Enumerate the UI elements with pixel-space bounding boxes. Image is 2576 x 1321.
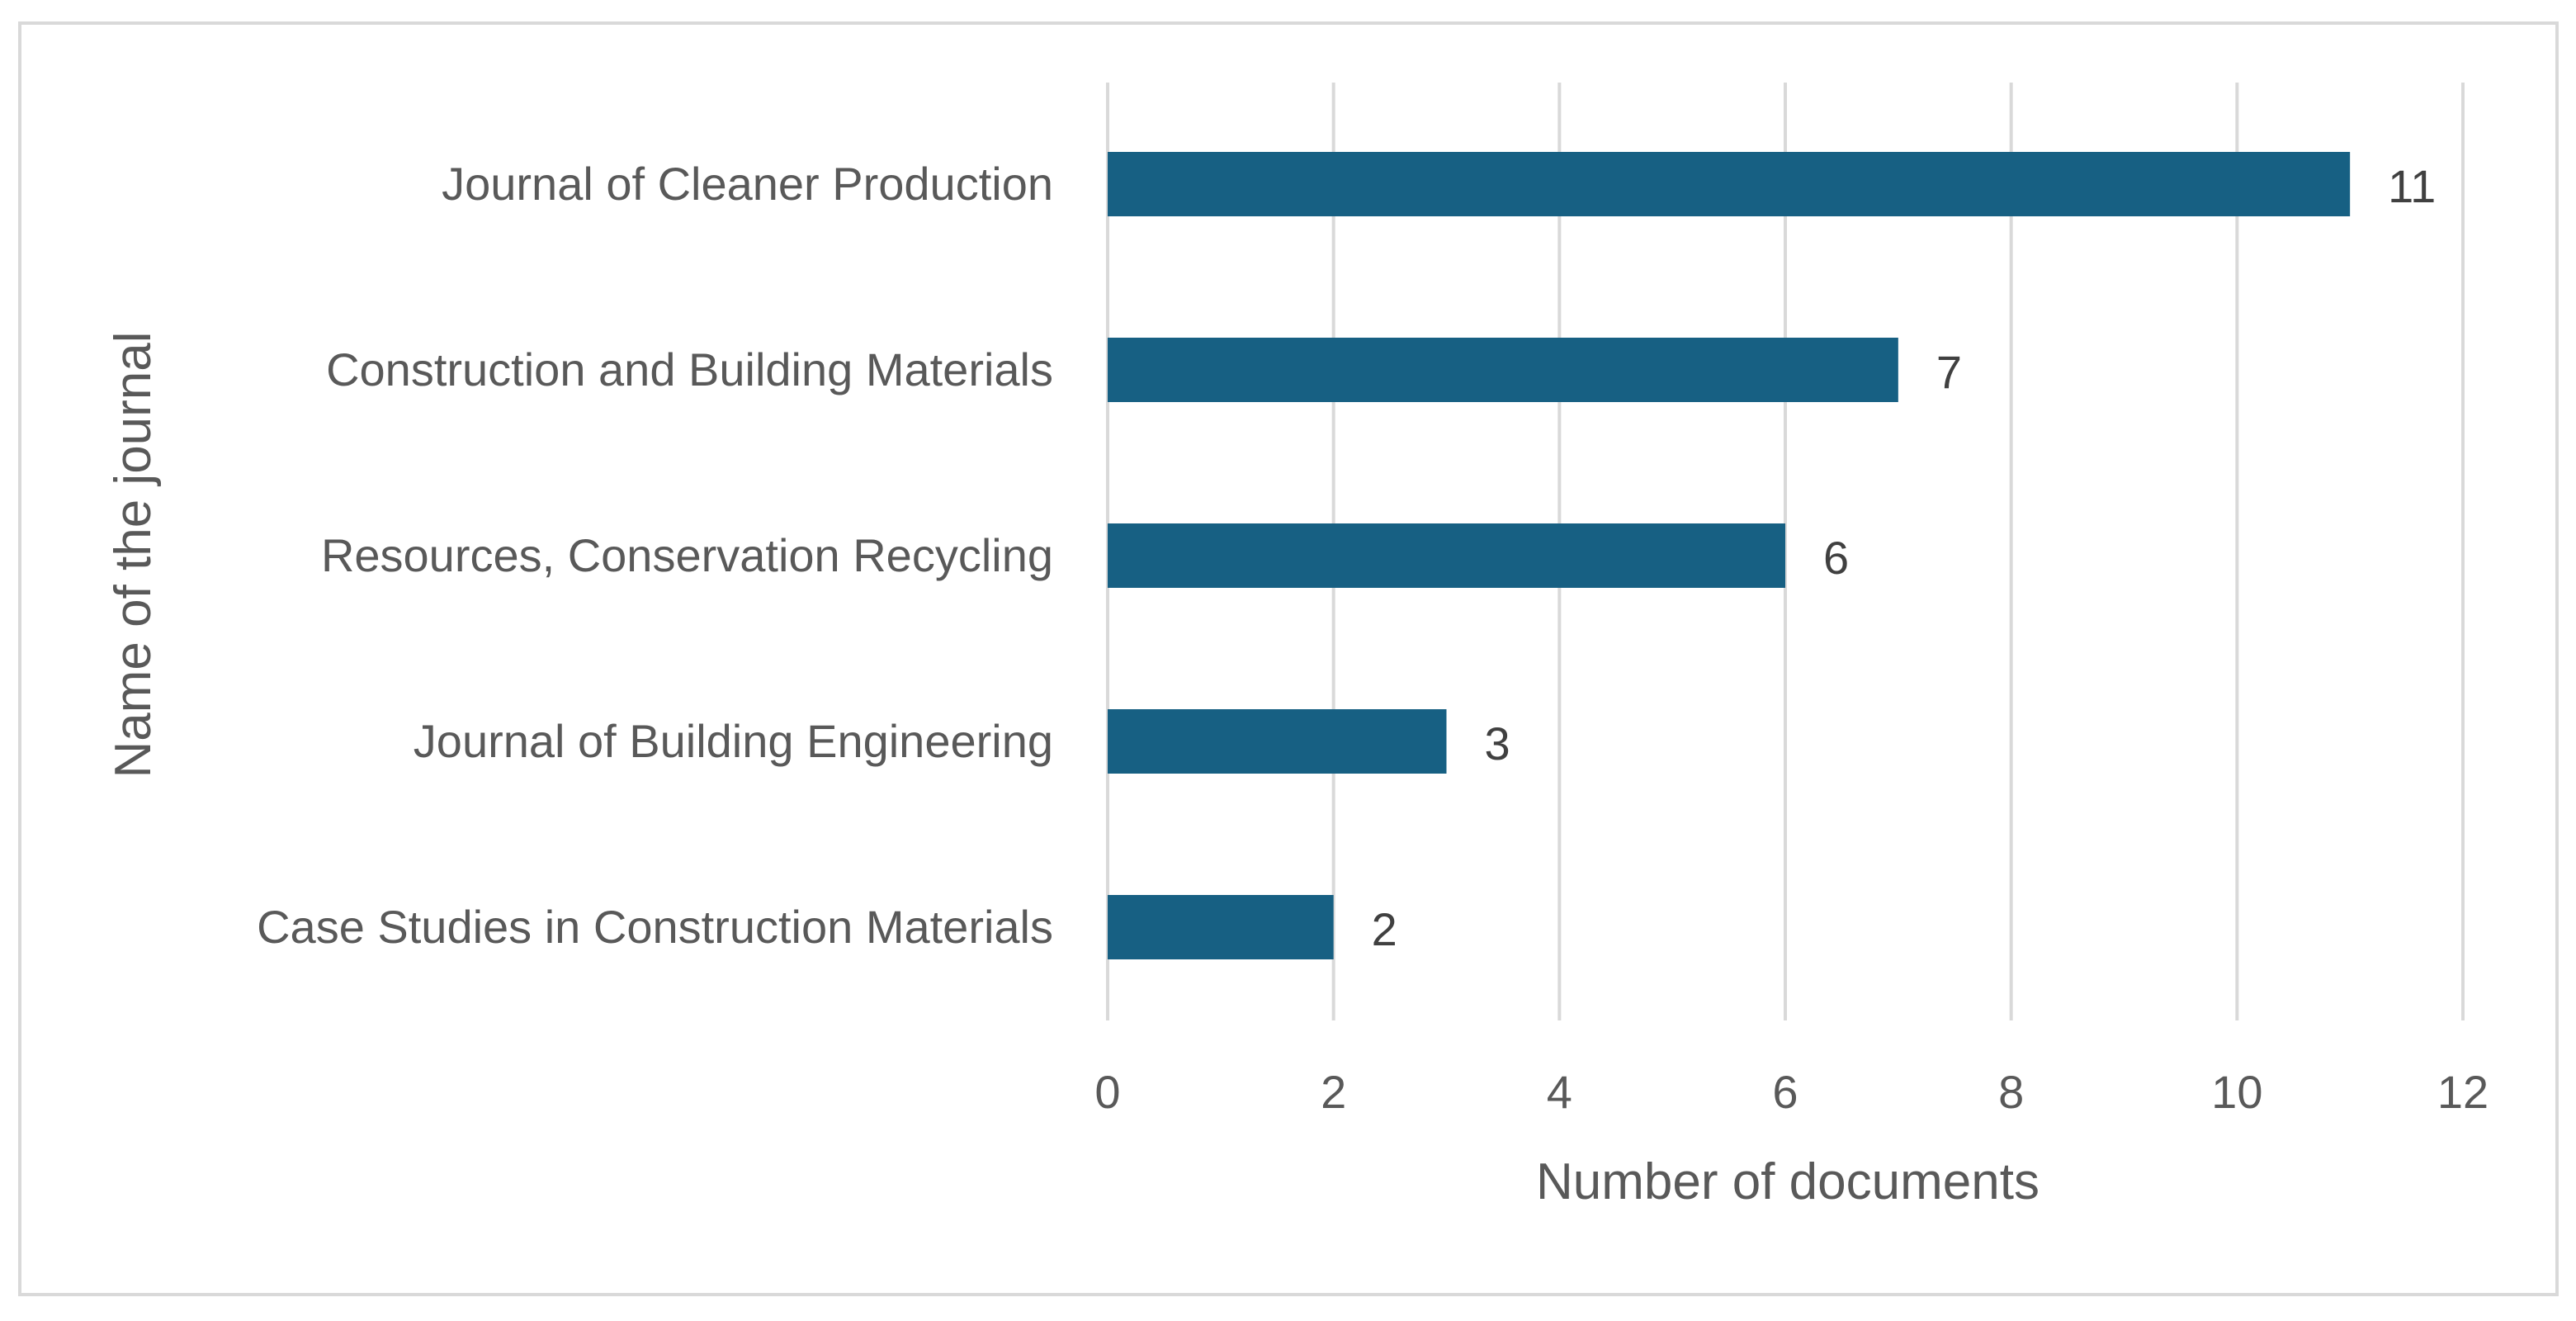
gridlines — [1106, 83, 2465, 1020]
x-tick-label: 8 — [1998, 1066, 2024, 1118]
data-label: 11 — [2388, 160, 2436, 212]
data-label: 6 — [1823, 532, 1849, 584]
x-tick-label: 4 — [1547, 1066, 1572, 1118]
data-label: 2 — [1372, 903, 1397, 955]
x-axis-title: Number of documents — [1536, 1153, 2040, 1210]
category-label: Case Studies in Construction Materials — [257, 901, 1053, 953]
bar — [1108, 895, 1334, 959]
x-tick-label: 12 — [2437, 1066, 2489, 1118]
bar — [1108, 338, 1898, 402]
data-label: 3 — [1485, 717, 1510, 769]
category-label: Construction and Building Materials — [326, 343, 1053, 395]
chart-frame — [18, 21, 2559, 1296]
data-label: 7 — [1936, 346, 1962, 398]
y-axis-title: Name of the journal — [105, 331, 162, 778]
x-tick-label: 6 — [1772, 1066, 1798, 1118]
category-label: Resources, Conservation Recycling — [321, 529, 1053, 581]
category-label: Journal of Building Engineering — [414, 715, 1053, 767]
bars — [1108, 152, 2351, 959]
bar — [1108, 709, 1447, 774]
labels: 0 2 4 6 8 10 12 Journal of Cleaner Production 11… — [257, 158, 2489, 1118]
x-tick-label: 10 — [2211, 1066, 2262, 1118]
category-label: Journal of Cleaner Production — [442, 158, 1053, 210]
x-tick-label: 2 — [1321, 1066, 1346, 1118]
x-tick-label: 0 — [1094, 1066, 1120, 1118]
bar — [1108, 523, 1785, 588]
bar — [1108, 152, 2351, 216]
